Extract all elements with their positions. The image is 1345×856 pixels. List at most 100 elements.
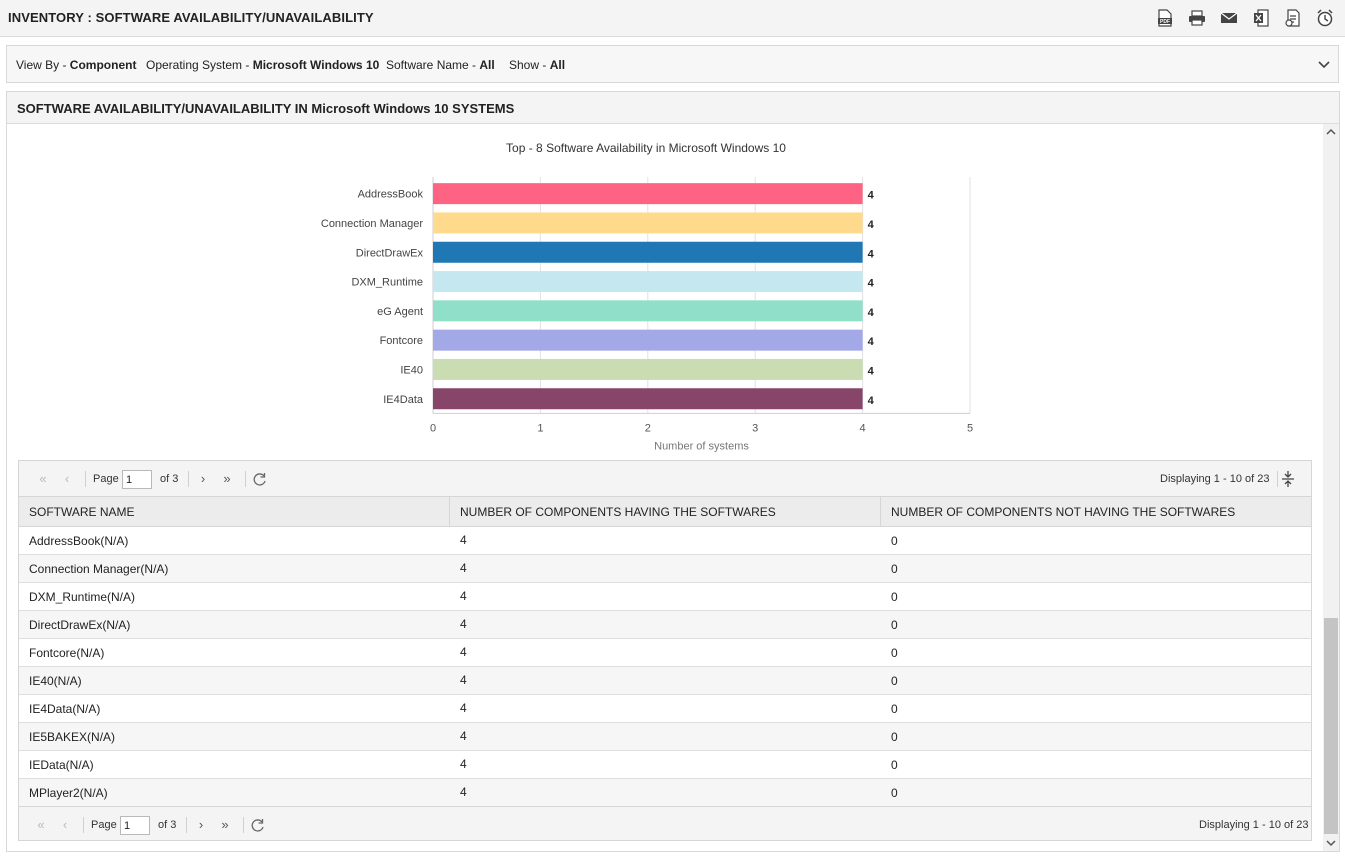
bar-value-label: 4: [868, 248, 875, 260]
panel-title: SOFTWARE AVAILABILITY/UNAVAILABILITY IN …: [17, 101, 515, 116]
table-row[interactable]: AddressBook(N/A) 4 0: [19, 527, 1311, 555]
bar-value-label: 4: [868, 365, 875, 377]
category-label: AddressBook: [358, 189, 424, 201]
excel-icon[interactable]: [1245, 8, 1277, 28]
scroll-down-icon[interactable]: [1323, 837, 1339, 849]
cell-components-not-having: 0: [891, 562, 898, 576]
refresh-icon[interactable]: [250, 818, 266, 832]
cell-components-not-having: 0: [891, 786, 898, 800]
bar: [433, 300, 863, 322]
pager-top: « ‹ Page of 3 › » Displaying 1 - 10 of 2…: [19, 461, 1311, 497]
cell-components-having: 4: [460, 617, 467, 631]
x-tick-label: 3: [752, 422, 758, 434]
x-tick-label: 4: [860, 422, 866, 434]
cell-components-having: 4: [460, 785, 467, 799]
page-label: Page: [93, 473, 119, 485]
x-tick-label: 1: [537, 422, 543, 434]
cell-components-having: 4: [460, 533, 467, 547]
last-page-icon[interactable]: »: [221, 817, 229, 832]
category-label: DirectDrawEx: [356, 247, 424, 259]
scroll-up-icon[interactable]: [1323, 126, 1339, 138]
collapse-icon[interactable]: [1281, 470, 1297, 488]
pager-display-text: Displaying 1 - 10 of 23: [1199, 819, 1309, 831]
next-page-icon[interactable]: ›: [200, 471, 206, 486]
bar: [433, 241, 863, 263]
filter-view-by[interactable]: View By - Component: [16, 58, 137, 72]
prev-page-icon[interactable]: ‹: [62, 817, 68, 832]
scrollbar-thumb[interactable]: [1324, 618, 1338, 834]
table-row[interactable]: IE40(N/A) 4 0: [19, 667, 1311, 695]
cell-components-having: 4: [460, 589, 467, 603]
category-label: DXM_Runtime: [351, 277, 423, 289]
filter-operating-system[interactable]: Operating System - Microsoft Windows 10: [146, 58, 380, 72]
page-label: Page: [91, 819, 117, 831]
first-page-icon[interactable]: «: [39, 471, 47, 486]
first-page-icon[interactable]: «: [37, 817, 45, 832]
x-tick-label: 0: [430, 422, 436, 434]
page-total: of 3: [160, 473, 179, 485]
column-header-components-not-having[interactable]: NUMBER OF COMPONENTS NOT HAVING THE SOFT…: [891, 505, 1236, 519]
prev-page-icon[interactable]: ‹: [64, 471, 70, 486]
filter-bar[interactable]: View By - Component Operating System - M…: [6, 45, 1339, 83]
cell-components-having: 4: [460, 701, 467, 715]
cell-components-having: 4: [460, 673, 467, 687]
page-total: of 3: [158, 819, 177, 831]
table-row[interactable]: DirectDrawEx(N/A) 4 0: [19, 611, 1311, 639]
bar-value-label: 4: [868, 336, 875, 348]
table-row[interactable]: IE4Data(N/A) 4 0: [19, 695, 1311, 723]
cell-software-name: IE40(N/A): [29, 674, 82, 688]
cell-software-name: MPlayer2(N/A): [29, 786, 108, 800]
cell-software-name: Fontcore(N/A): [29, 646, 105, 660]
x-tick-label: 5: [967, 422, 973, 434]
pdf-icon[interactable]: PDF: [1149, 8, 1181, 28]
cell-components-not-having: 0: [891, 730, 898, 744]
column-header-software-name[interactable]: SOFTWARE NAME: [19, 497, 450, 527]
alarm-clock-icon[interactable]: [1309, 8, 1341, 28]
bar: [433, 388, 863, 410]
filter-show[interactable]: Show - All: [509, 58, 566, 72]
table-row[interactable]: DXM_Runtime(N/A) 4 0: [19, 583, 1311, 611]
report-panel: SOFTWARE AVAILABILITY/UNAVAILABILITY IN …: [6, 91, 1340, 852]
next-page-icon[interactable]: ›: [198, 817, 204, 832]
cell-components-having: 4: [460, 645, 467, 659]
cell-software-name: IEData(N/A): [29, 758, 94, 772]
chart-area: Top - 8 Software Availability in Microso…: [7, 125, 1323, 455]
cell-software-name: IE4Data(N/A): [29, 702, 101, 716]
bar-value-label: 4: [868, 395, 875, 407]
category-label: IE40: [400, 364, 423, 376]
cell-components-not-having: 0: [891, 618, 898, 632]
table-row[interactable]: IE5BAKEX(N/A) 4 0: [19, 723, 1311, 751]
mail-icon[interactable]: [1213, 8, 1245, 28]
bar-value-label: 4: [868, 190, 875, 202]
column-header-components-having[interactable]: NUMBER OF COMPONENTS HAVING THE SOFTWARE…: [450, 497, 881, 527]
export-toolbar: PDF: [1149, 8, 1341, 28]
page-input[interactable]: [120, 816, 150, 835]
cell-components-not-having: 0: [891, 758, 898, 772]
cell-software-name: AddressBook(N/A): [29, 534, 129, 548]
table-header: SOFTWARE NAME NUMBER OF COMPONENTS HAVIN…: [19, 497, 1311, 527]
table-row[interactable]: Connection Manager(N/A) 4 0: [19, 555, 1311, 583]
page-title: INVENTORY : SOFTWARE AVAILABILITY/UNAVAI…: [8, 10, 374, 25]
bar-value-label: 4: [868, 278, 875, 290]
filter-software-name[interactable]: Software Name - All: [386, 58, 495, 72]
table-row[interactable]: IEData(N/A) 4 0: [19, 751, 1311, 779]
category-label: Connection Manager: [321, 218, 423, 230]
page-input[interactable]: [122, 470, 152, 489]
panel-header: SOFTWARE AVAILABILITY/UNAVAILABILITY IN …: [7, 92, 1339, 124]
bar-value-label: 4: [868, 219, 875, 231]
bar: [433, 183, 863, 205]
table-row[interactable]: Fontcore(N/A) 4 0: [19, 639, 1311, 667]
software-grid: « ‹ Page of 3 › » Displaying 1 - 10 of 2…: [18, 460, 1312, 841]
last-page-icon[interactable]: »: [223, 471, 231, 486]
print-icon[interactable]: [1181, 8, 1213, 28]
chevron-down-icon[interactable]: [1316, 56, 1332, 72]
bar: [433, 212, 863, 234]
table-body: AddressBook(N/A) 4 0 Connection Manager(…: [19, 527, 1311, 807]
cell-components-not-having: 0: [891, 702, 898, 716]
cell-components-not-having: 0: [891, 646, 898, 660]
pager-bottom: « ‹ Page of 3 › » Displaying 1 - 10 of 2…: [19, 806, 1311, 840]
refresh-icon[interactable]: [252, 472, 268, 486]
vertical-scrollbar[interactable]: [1323, 124, 1339, 851]
table-row[interactable]: MPlayer2(N/A) 4 0: [19, 779, 1311, 807]
report-icon[interactable]: [1277, 8, 1309, 28]
